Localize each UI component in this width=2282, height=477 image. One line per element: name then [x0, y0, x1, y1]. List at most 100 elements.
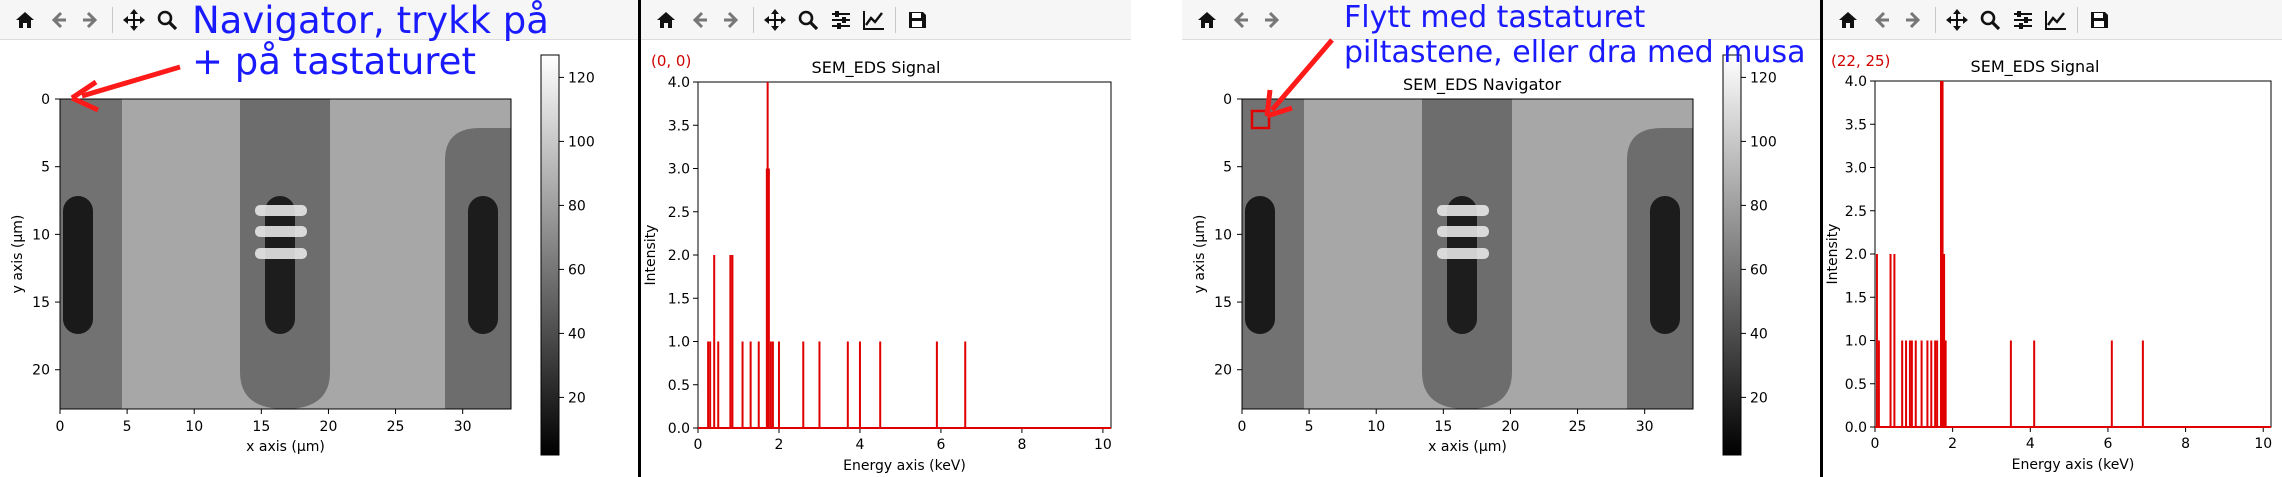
x-tick-label: 20 — [320, 419, 338, 435]
colorbar-tick-label: 20 — [568, 390, 586, 406]
y-tick-label: 2.0 — [1845, 247, 1867, 263]
configure-subplots-icon[interactable] — [826, 5, 856, 35]
zoom-icon[interactable] — [793, 5, 823, 35]
zoom-icon[interactable] — [1975, 5, 2005, 35]
x-tick-label: 0 — [694, 437, 703, 453]
y-tick-label: 4.0 — [668, 75, 690, 91]
y-tick-label: 2.5 — [1845, 204, 1867, 220]
y-tick-label: 0 — [1223, 92, 1232, 108]
x-tick-label: 8 — [2181, 436, 2190, 452]
forward-arrow-icon[interactable] — [717, 5, 747, 35]
x-tick-label: 15 — [1434, 419, 1452, 435]
toolbar-separator — [895, 6, 896, 33]
toolbar-separator — [753, 6, 754, 33]
forward-arrow-icon[interactable] — [1258, 5, 1288, 35]
signal-figure-right: (22, 25) SEM_EDS Signal 0 2 4 6 8 10 0.0 0.5 1.0… — [1820, 0, 2282, 477]
zoom-icon[interactable] — [152, 5, 182, 35]
y-tick-label: 3.0 — [1845, 161, 1867, 177]
x-tick-label: 2 — [775, 437, 784, 453]
y-tick-label: 1.0 — [668, 335, 690, 351]
x-axis-label: Energy axis (keV) — [2012, 457, 2135, 473]
forward-arrow-icon[interactable] — [1899, 5, 1929, 35]
x-tick-label: 30 — [1636, 419, 1654, 435]
toolbar-separator — [1935, 6, 1936, 33]
navigator-title: SEM_EDS Navigator — [1403, 75, 1561, 95]
annotation-line2: + på tastaturet — [192, 40, 476, 83]
colorbar-tick-label: 100 — [1750, 134, 1777, 150]
y-tick-label: 3.5 — [1845, 117, 1867, 133]
sem-image[interactable] — [60, 99, 511, 409]
x-tick-label: 20 — [1502, 419, 1520, 435]
navigator-cursor-square[interactable] — [1250, 109, 1271, 130]
navigator-axes: 0 5 10 15 20 25 30 0 5 10 15 20 x axis (µm) y axis (µ… — [1192, 92, 1654, 455]
x-tick-label: 8 — [1017, 437, 1026, 453]
y-tick-label: 20 — [32, 363, 50, 379]
save-icon[interactable] — [902, 5, 932, 35]
back-arrow-icon[interactable] — [1866, 5, 1896, 35]
y-axis-label: Intensity — [643, 225, 659, 286]
configure-subplots-icon[interactable] — [2008, 5, 2038, 35]
save-icon[interactable] — [2084, 5, 2114, 35]
x-tick-label: 15 — [252, 419, 270, 435]
back-arrow-icon[interactable] — [43, 5, 73, 35]
x-tick-label: 0 — [1871, 436, 1880, 452]
y-tick-label: 10 — [1214, 227, 1232, 243]
x-tick-label: 10 — [1094, 437, 1112, 453]
sem-image[interactable] — [1242, 99, 1693, 409]
toolbar — [0, 0, 638, 40]
x-tick-label: 10 — [2254, 436, 2272, 452]
y-tick-label: 0.0 — [668, 421, 690, 437]
x-axis-label: x axis (µm) — [1428, 439, 1507, 455]
colorbar-tick-label: 40 — [568, 326, 586, 342]
y-tick-label: 1.0 — [1845, 334, 1867, 350]
y-axis-label: y axis (µm) — [1192, 215, 1208, 294]
y-tick-label: 0.0 — [1845, 420, 1867, 436]
home-icon[interactable] — [1192, 5, 1222, 35]
y-tick-label: 3.5 — [668, 118, 690, 134]
navigator-figure-right: SEM_EDS Navigator 0 5 10 15 20 25 30 0 5 10 15 20 x … — [1182, 0, 1820, 477]
y-tick-label: 15 — [32, 295, 50, 311]
cursor-coordinates: (0, 0) — [651, 52, 692, 70]
plot-area — [697, 81, 1112, 429]
forward-arrow-icon[interactable] — [76, 5, 106, 35]
y-tick-label: 10 — [32, 227, 50, 243]
colorbar: 20 40 60 80 100 120 — [540, 54, 595, 456]
colorbar: 20 40 60 80 100 120 — [1722, 54, 1777, 456]
navigator-figure-left: 0 5 10 15 20 25 30 0 5 10 15 20 x axis (µm) y axis (µ… — [0, 0, 638, 477]
y-tick-label: 20 — [1214, 363, 1232, 379]
colorbar-tick-label: 60 — [1750, 262, 1768, 278]
signal-title: SEM_EDS Signal — [812, 58, 941, 78]
y-tick-label: 4.0 — [1845, 74, 1867, 90]
home-icon[interactable] — [10, 5, 40, 35]
annotation-arrow — [1264, 38, 1334, 119]
x-tick-label: 6 — [2103, 436, 2112, 452]
home-icon[interactable] — [651, 5, 681, 35]
pan-icon[interactable] — [119, 5, 149, 35]
pan-icon[interactable] — [1942, 5, 1972, 35]
toolbar — [641, 0, 1131, 40]
toolbar — [1182, 0, 1820, 40]
colorbar-tick-label: 40 — [1750, 326, 1768, 342]
x-tick-label: 2 — [1948, 436, 1957, 452]
annotation-line2: piltastene, eller dra med musa — [1344, 35, 1806, 70]
x-tick-label: 4 — [855, 437, 864, 453]
toolbar — [1823, 0, 2282, 40]
signal-plot-right: SEM_EDS Signal 0 2 4 6 8 10 0.0 0.5 1.0 1.5 2.0 2.5… — [1825, 57, 2272, 473]
x-tick-label: 0 — [56, 419, 65, 435]
y-tick-label: 0.5 — [1845, 377, 1867, 393]
annotation-text: Flytt med tastaturet piltastene, eller d… — [1344, 0, 1806, 70]
colorbar-tick-label: 80 — [1750, 198, 1768, 214]
x-tick-label: 0 — [1238, 419, 1247, 435]
back-arrow-icon[interactable] — [1225, 5, 1255, 35]
annotation-arrow — [70, 64, 181, 113]
annotation-line1: Navigator, trykk på — [192, 0, 549, 42]
back-arrow-icon[interactable] — [684, 5, 714, 35]
cursor-coordinates: (22, 25) — [1831, 52, 1891, 70]
edit-axis-icon[interactable] — [2041, 5, 2071, 35]
home-icon[interactable] — [1833, 5, 1863, 35]
edit-axis-icon[interactable] — [859, 5, 889, 35]
pan-icon[interactable] — [760, 5, 790, 35]
colorbar-tick-label: 100 — [568, 134, 595, 150]
toolbar-separator — [2077, 6, 2078, 33]
x-tick-label: 30 — [454, 419, 472, 435]
